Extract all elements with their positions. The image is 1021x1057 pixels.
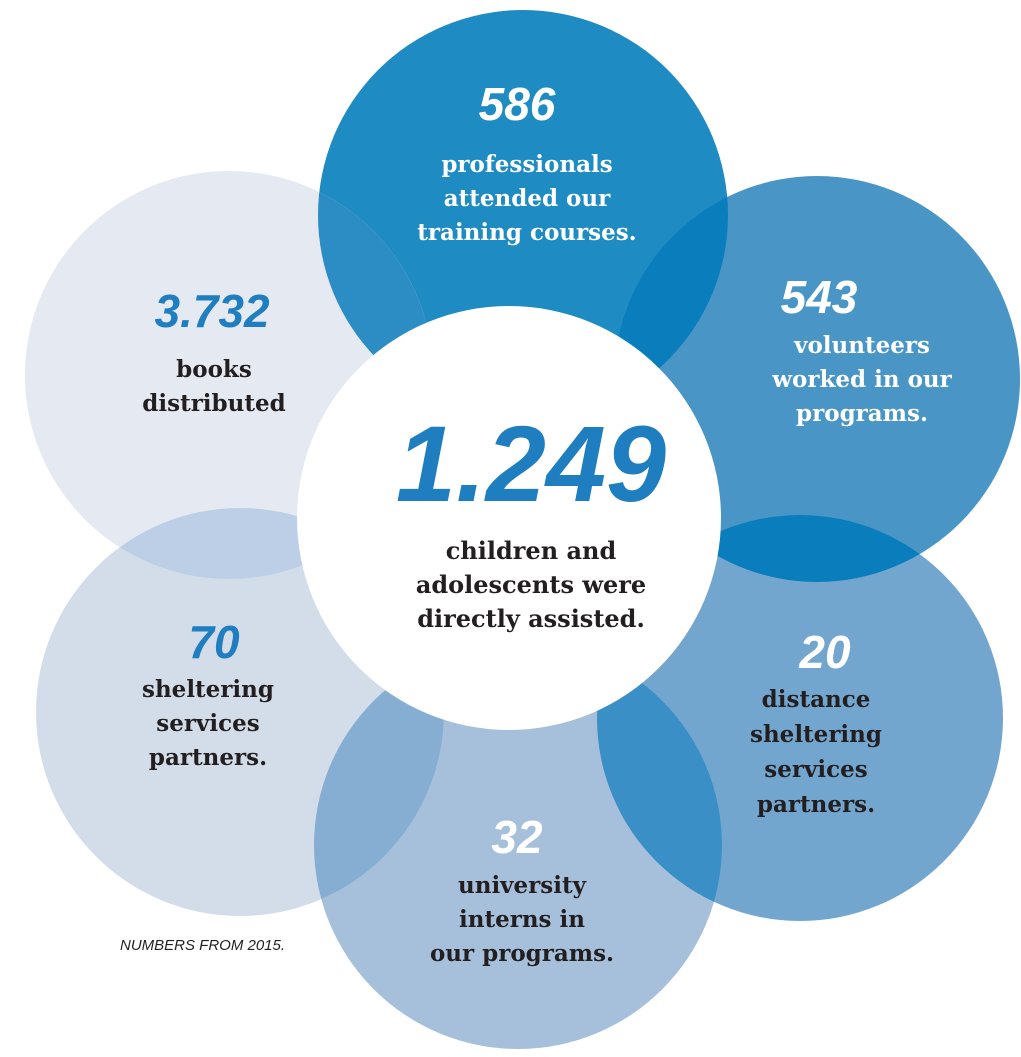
petal-stat-interns: 32 university interns in our programs. [430,811,614,967]
center-line-2: adolescents were [416,570,646,599]
petal-line-distance-partners-1: distance [762,686,871,713]
center-stat: 1.249 children and adolescents were dire… [396,403,666,633]
petal-stat-volunteers: 543 volunteers worked in our programs. [771,271,952,427]
petal-line-interns-2: interns in [459,906,585,933]
footnote: NUMBERS FROM 2015. [120,937,285,954]
petal-line-books-2: distributed [142,390,285,417]
overlap-distance-partners-interns [597,641,722,921]
petal-line-volunteers-1: volunteers [793,332,930,359]
petal-line-volunteers-3: programs. [796,400,928,427]
petal-value-sheltering-partners: 70 [188,616,240,668]
petal-line-trainees-3: training courses. [417,219,636,246]
petal-line-distance-partners-3: services [764,756,867,783]
petal-overlaps [36,171,1003,921]
petal-stat-sheltering-partners: 70 sheltering services partners. [142,616,274,771]
overlap-interns-sheltering-partners [314,641,444,916]
petal-line-distance-partners-2: sheltering [750,721,882,748]
petal-line-trainees-2: attended our [444,185,611,212]
center-line-1: children and [446,536,617,565]
petal-line-distance-partners-4: partners. [757,791,875,818]
petal-stat-distance-partners: 20 distance sheltering services partners. [750,626,882,818]
petal-value-trainees: 586 [479,78,556,130]
petal-line-sheltering-partners-2: services [156,710,259,737]
petal-value-books: 3.732 [154,285,270,337]
petal-line-interns-3: our programs. [430,940,614,967]
petal-line-sheltering-partners-3: partners. [149,744,267,771]
petal-stat-books: 3.732 books distributed [142,285,285,417]
petal-line-trainees-1: professionals [441,151,612,178]
center-circle [297,306,721,730]
petal-line-interns-1: university [458,872,587,899]
center-line-3: directly assisted. [417,604,645,633]
petal-labels: 586 professionals attended our training cou… [142,78,953,967]
petal-line-books-1: books [176,356,252,383]
petal-stat-trainees: 586 professionals attended our training cou… [417,78,636,246]
petal-value-distance-partners: 20 [798,626,851,678]
petal-value-volunteers: 543 [781,271,858,323]
petal-line-sheltering-partners-1: sheltering [142,676,274,703]
petal-line-volunteers-2: worked in our [771,366,952,393]
overlap-trainees-books [318,171,433,420]
center-value: 1.249 [396,403,666,524]
overlap-trainees-volunteers [614,176,728,420]
petal-value-interns: 32 [491,811,543,863]
